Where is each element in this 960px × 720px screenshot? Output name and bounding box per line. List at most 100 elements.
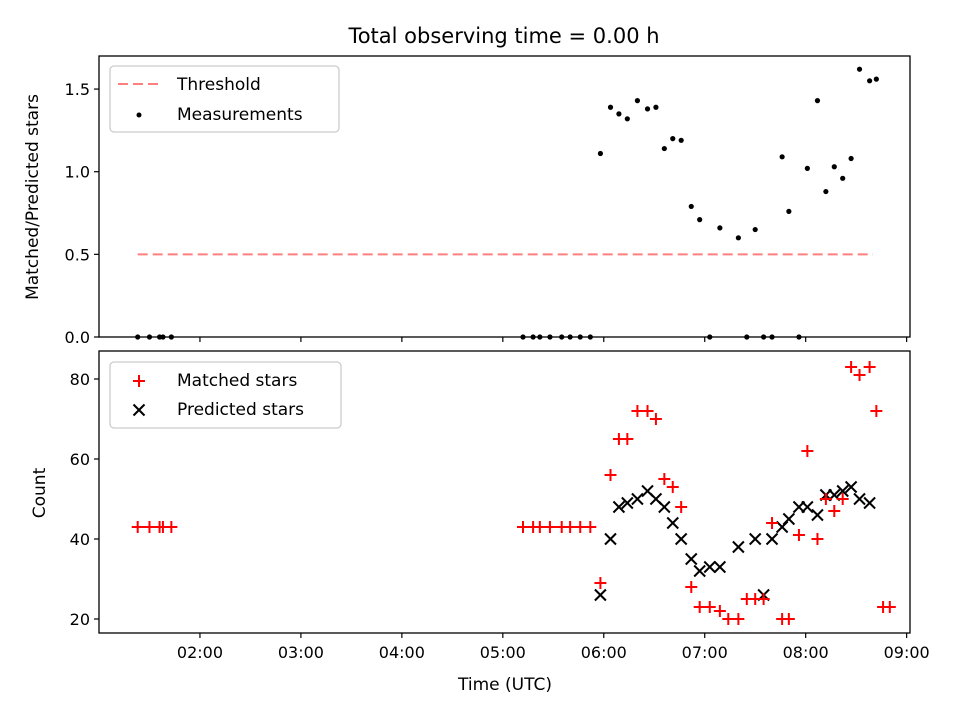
x-tick-label: 09:00 xyxy=(884,643,930,662)
measurement-point xyxy=(697,217,703,223)
predicted-point xyxy=(693,564,706,578)
matched-point xyxy=(722,613,735,625)
top-y-tick-label: 1.5 xyxy=(65,80,90,99)
matched-point xyxy=(533,521,546,533)
matched-point xyxy=(564,521,577,533)
bottom-legend: Matched stars Predicted stars xyxy=(109,361,342,429)
measurement-point xyxy=(867,78,873,84)
bottom-legend-box xyxy=(109,361,342,429)
top-plot-frame xyxy=(98,55,911,338)
top-y-tick-label: 0.5 xyxy=(65,245,90,264)
matched-point xyxy=(658,473,671,485)
top-axes: 0.0 0.5 1.0 1.5 xyxy=(65,80,908,347)
matched-point xyxy=(649,413,662,425)
measurement-point xyxy=(644,106,651,112)
matched-legend-label: Matched stars xyxy=(177,371,297,391)
top-legend-box xyxy=(109,65,340,133)
bottom-y-axis-label: Count xyxy=(30,467,50,518)
matched-point xyxy=(594,577,607,589)
matched-point xyxy=(604,469,617,481)
predicted-point xyxy=(604,532,617,546)
matched-point xyxy=(870,405,883,417)
top-y-axis-label: Matched/Predicted stars xyxy=(23,94,43,300)
top-y-tick-label: 1.0 xyxy=(65,163,90,182)
matched-point xyxy=(828,505,841,517)
x-tick-label: 02:00 xyxy=(177,643,223,662)
x-tick-label: 08:00 xyxy=(783,643,829,662)
matched-point xyxy=(165,521,178,533)
matched-point xyxy=(713,605,726,617)
predicted-point xyxy=(631,492,644,506)
bottom-plot-frame xyxy=(98,350,911,634)
predicted-point xyxy=(594,588,607,602)
bottom-y-tick-label: 80 xyxy=(70,370,90,389)
predicted-point xyxy=(782,512,796,526)
measurement-point xyxy=(607,104,614,110)
bottom-y-tick-label: 60 xyxy=(70,450,90,469)
predicted-point xyxy=(658,500,671,514)
matched-point xyxy=(703,601,716,613)
matched-point xyxy=(757,593,770,605)
measurement-point xyxy=(653,104,659,110)
measurement-point xyxy=(840,175,846,181)
measurement-point xyxy=(779,154,785,160)
matched-point xyxy=(766,517,779,529)
measurement-point xyxy=(814,98,821,104)
measurement-point xyxy=(752,226,758,233)
matched-point xyxy=(621,433,634,445)
matched-point xyxy=(641,405,654,417)
predicted-point xyxy=(612,500,626,514)
matched-point xyxy=(631,405,644,417)
matched-point xyxy=(819,493,832,505)
matched-point xyxy=(574,521,587,533)
matched-point xyxy=(584,521,597,533)
x-tick-label: 04:00 xyxy=(379,643,425,662)
bottom-axes: 20 40 60 80 02:00 03:00 04:00 05:00 06:00 07:00 08… xyxy=(70,370,930,662)
threshold-legend-label: Threshold xyxy=(176,75,261,95)
matched-point xyxy=(675,501,688,513)
predicted-point xyxy=(713,560,727,574)
predicted-point xyxy=(703,560,716,574)
measurement-point xyxy=(717,225,723,231)
predicted-point xyxy=(621,496,634,510)
measurement-point xyxy=(856,66,863,72)
x-tick-label: 05:00 xyxy=(480,643,526,662)
measurement-point xyxy=(786,208,792,214)
top-y-tick-label: 0.0 xyxy=(65,328,90,347)
measurement-point xyxy=(804,165,810,171)
measurement-point xyxy=(634,98,641,104)
matched-point xyxy=(792,529,805,541)
predicted-point xyxy=(666,516,679,530)
matched-point xyxy=(782,613,795,625)
measurement-point xyxy=(848,155,854,162)
measurement-point xyxy=(597,150,604,157)
measurement-point xyxy=(735,235,741,241)
bottom-y-tick-label: 20 xyxy=(70,610,90,629)
measurements-legend-swatch xyxy=(136,112,142,118)
predicted-point xyxy=(853,492,866,506)
matched-point xyxy=(883,601,896,613)
matched-point xyxy=(693,601,706,613)
measurements-legend-label: Measurements xyxy=(177,105,303,125)
matched-point xyxy=(801,445,814,457)
measurement-point xyxy=(678,137,684,143)
predicted-point xyxy=(732,540,745,554)
bottom-y-tick-label: 40 xyxy=(70,530,90,549)
top-legend: Threshold Measurements xyxy=(109,65,340,133)
measurement-point xyxy=(624,116,630,122)
x-axis-label: Time (UTC) xyxy=(457,675,552,695)
predicted-point xyxy=(836,484,849,498)
x-tick-label: 07:00 xyxy=(682,643,728,662)
bottom-plot-marks xyxy=(131,361,896,625)
x-tick-label: 06:00 xyxy=(581,643,627,662)
predicted-point xyxy=(811,508,824,522)
top-chart-title: Total observing time = 0.00 h xyxy=(347,24,659,48)
matched-point xyxy=(836,493,849,505)
measurement-point xyxy=(616,111,622,117)
predicted-legend-swatch xyxy=(132,403,146,417)
predicted-point xyxy=(801,500,814,514)
bottom-panel: Count Time (UTC) 20 40 60 80 02:00 03:00 04:00… xyxy=(30,350,930,695)
measurement-point xyxy=(823,188,829,195)
matched-point xyxy=(732,613,745,625)
